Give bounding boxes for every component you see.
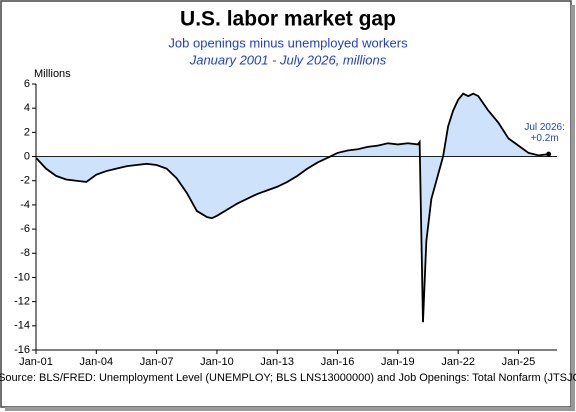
x-tick-label: Jan-16 (321, 356, 355, 368)
shadow (571, 5, 575, 410)
x-tick-label: Jan-10 (200, 356, 234, 368)
annotation: +0.2m (531, 133, 559, 144)
subtitle: January 2001 - July 2026, millions (189, 52, 387, 67)
y-tick-label: -10 (14, 271, 30, 283)
y-tick-label: -16 (14, 344, 30, 356)
x-tick-label: Jan-04 (79, 356, 113, 368)
shadow (5, 407, 575, 411)
x-tick-label: Jan-25 (502, 356, 536, 368)
x-tick-label: Jan-13 (260, 356, 294, 368)
subtitle: Job openings minus unemployed workers (168, 35, 408, 50)
x-tick-label: Jan-22 (441, 356, 475, 368)
annotation: Jul 2026: (524, 122, 565, 133)
line (35, 92, 549, 323)
y-tick-label: -2 (20, 175, 30, 187)
y-tick-label: 6 (24, 78, 30, 90)
x-tick-label: Jan-01 (19, 356, 53, 368)
source: Source: BLS/FRED: Unemployment Level (UN… (0, 372, 576, 384)
end-marker (546, 151, 552, 157)
y-tick-label: -4 (20, 199, 30, 211)
y-tick-label: -14 (14, 320, 30, 332)
x-tick-label: Jan-07 (140, 356, 174, 368)
y-tick-label: -12 (14, 296, 30, 308)
y-tick-label: -8 (20, 247, 30, 259)
y-tick-label: 4 (24, 102, 30, 114)
y-tick-label: -6 (20, 223, 30, 235)
y-tick-label: 0 (24, 150, 30, 162)
y-tick-label: 2 (24, 126, 30, 138)
chart-title: U.S. labor market gap (180, 8, 396, 31)
y-axis-label: Millions (34, 68, 71, 80)
x-tick-label: Jan-19 (381, 356, 415, 368)
